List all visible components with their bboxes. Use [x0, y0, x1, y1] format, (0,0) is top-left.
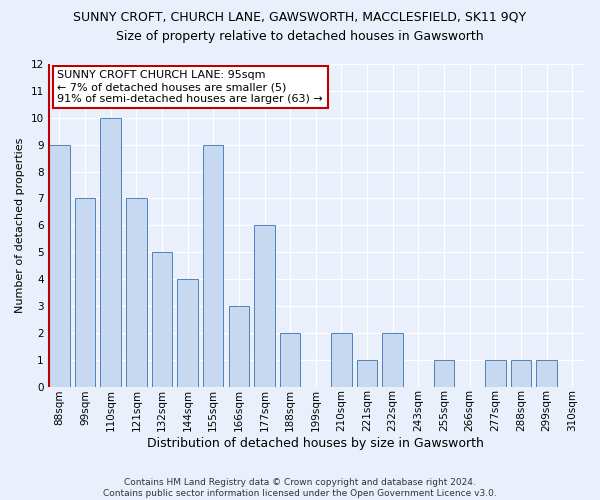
Bar [126, 198, 146, 386]
Bar [75, 198, 95, 386]
Bar [331, 333, 352, 386]
Bar [254, 226, 275, 386]
Bar [536, 360, 557, 386]
Bar [229, 306, 249, 386]
Bar [357, 360, 377, 386]
Text: Contains HM Land Registry data © Crown copyright and database right 2024.
Contai: Contains HM Land Registry data © Crown c… [103, 478, 497, 498]
Bar [382, 333, 403, 386]
Bar [434, 360, 454, 386]
Bar [49, 144, 70, 386]
X-axis label: Distribution of detached houses by size in Gawsworth: Distribution of detached houses by size … [148, 437, 484, 450]
Bar [485, 360, 506, 386]
Text: SUNNY CROFT, CHURCH LANE, GAWSWORTH, MACCLESFIELD, SK11 9QY: SUNNY CROFT, CHURCH LANE, GAWSWORTH, MAC… [73, 10, 527, 23]
Bar [203, 144, 223, 386]
Bar [100, 118, 121, 386]
Text: SUNNY CROFT CHURCH LANE: 95sqm
← 7% of detached houses are smaller (5)
91% of se: SUNNY CROFT CHURCH LANE: 95sqm ← 7% of d… [58, 70, 323, 104]
Bar [511, 360, 531, 386]
Y-axis label: Number of detached properties: Number of detached properties [15, 138, 25, 313]
Text: Size of property relative to detached houses in Gawsworth: Size of property relative to detached ho… [116, 30, 484, 43]
Bar [280, 333, 301, 386]
Bar [152, 252, 172, 386]
Bar [178, 279, 198, 386]
